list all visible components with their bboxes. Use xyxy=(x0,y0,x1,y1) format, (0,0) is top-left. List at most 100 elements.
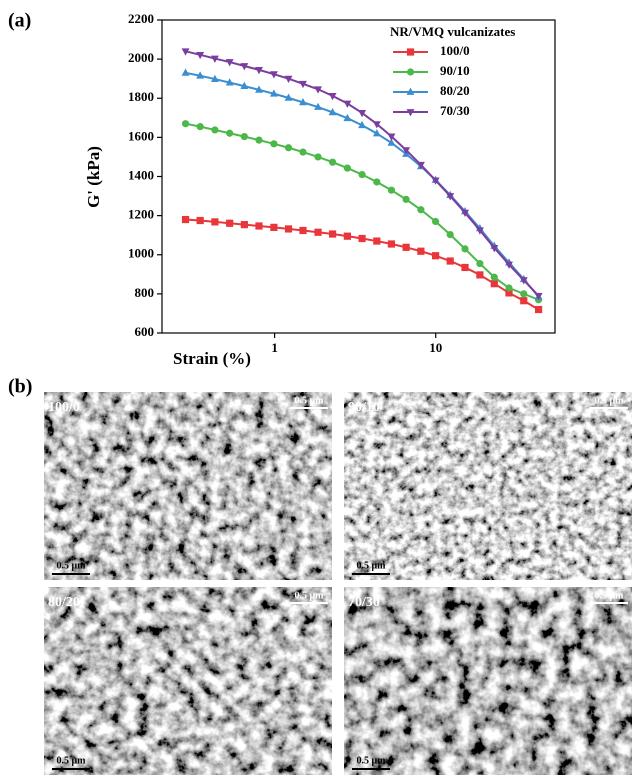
x-tick-label: 1 xyxy=(271,340,278,355)
marker xyxy=(270,140,278,148)
marker xyxy=(431,177,440,185)
marker xyxy=(226,219,234,227)
marker xyxy=(519,277,528,285)
marker xyxy=(255,136,263,144)
tem-image xyxy=(44,587,332,775)
scale-label: 0.5 μm xyxy=(57,755,87,766)
marker xyxy=(328,230,337,238)
marker xyxy=(299,148,307,156)
marker xyxy=(490,280,498,288)
marker xyxy=(475,227,484,235)
marker xyxy=(520,297,528,305)
tem-image xyxy=(44,392,332,580)
marker xyxy=(402,195,410,203)
marker xyxy=(417,206,425,214)
series-line xyxy=(185,218,540,311)
image-label: 80/20 xyxy=(48,595,80,610)
marker xyxy=(314,102,322,110)
y-tick-label: 600 xyxy=(135,324,155,339)
marker xyxy=(226,129,234,137)
tem-image xyxy=(344,392,632,580)
marker xyxy=(181,215,190,224)
marker xyxy=(255,222,263,230)
marker xyxy=(343,100,352,108)
y-tick-label: 1800 xyxy=(128,89,154,104)
marker xyxy=(196,216,204,225)
marker xyxy=(406,68,415,76)
marker xyxy=(299,226,307,235)
marker xyxy=(358,110,367,118)
marker xyxy=(284,75,293,84)
marker xyxy=(387,240,396,248)
y-tick-label: 1200 xyxy=(128,207,154,222)
y-tick-label: 800 xyxy=(135,285,155,300)
marker xyxy=(431,217,440,226)
marker xyxy=(240,221,248,229)
scale-label: 0.5 μm xyxy=(57,560,87,571)
marker xyxy=(358,170,366,179)
y-tick-label: 1600 xyxy=(128,128,154,143)
marker xyxy=(211,218,219,226)
marker xyxy=(328,158,337,166)
y-tick-label: 2000 xyxy=(128,50,154,65)
marker xyxy=(476,259,484,268)
marker xyxy=(387,133,396,141)
marker xyxy=(211,126,219,134)
marker xyxy=(269,71,278,79)
marker xyxy=(225,78,234,86)
marker xyxy=(417,247,425,255)
marker xyxy=(387,138,396,146)
y-axis-label: G' (kPa) xyxy=(84,146,103,208)
tem-image xyxy=(344,587,632,775)
x-tick-label: 10 xyxy=(429,340,442,355)
legend-label: 70/30 xyxy=(440,103,470,118)
marker xyxy=(446,257,454,265)
marker xyxy=(373,178,381,186)
legend-title: NR/VMQ vulcanizates xyxy=(390,24,515,39)
marker xyxy=(476,271,484,279)
marker xyxy=(196,51,205,60)
marker xyxy=(343,113,352,122)
image-label: 70/30 xyxy=(348,595,380,610)
legend-label: 90/10 xyxy=(440,63,470,78)
marker xyxy=(520,290,528,298)
marker xyxy=(406,109,415,117)
marker xyxy=(402,243,410,251)
marker xyxy=(196,123,204,131)
marker xyxy=(225,59,234,67)
scale-label: 0.5 μm xyxy=(295,395,325,406)
marker xyxy=(255,85,263,93)
scale-label: 0.5 μm xyxy=(295,590,325,601)
marker xyxy=(505,261,513,269)
marker xyxy=(240,132,248,141)
y-tick-label: 1400 xyxy=(128,167,154,182)
marker xyxy=(446,231,454,239)
marker xyxy=(461,263,469,272)
panel-label: (a) xyxy=(8,10,31,32)
marker xyxy=(210,55,219,63)
scale-label: 0.5 μm xyxy=(357,755,387,766)
y-tick-label: 2200 xyxy=(128,11,154,26)
marker xyxy=(284,225,293,233)
image-label: 90/10 xyxy=(348,400,380,415)
marker xyxy=(402,147,411,155)
marker xyxy=(255,67,263,75)
marker xyxy=(299,98,307,106)
marker xyxy=(328,93,337,101)
scale-label: 0.5 μm xyxy=(357,560,387,571)
marker xyxy=(314,153,322,161)
marker xyxy=(490,245,499,253)
marker xyxy=(240,63,249,71)
marker xyxy=(314,86,322,94)
marker xyxy=(181,120,190,128)
marker xyxy=(534,305,543,314)
marker xyxy=(358,234,366,243)
series-line xyxy=(185,122,539,301)
marker xyxy=(373,237,381,245)
legend-label: 100/0 xyxy=(440,43,470,58)
y-tick-label: 1000 xyxy=(128,246,154,261)
x-axis-label: Strain (%) xyxy=(173,349,251,368)
legend-label: 80/20 xyxy=(440,83,470,98)
marker xyxy=(181,68,190,76)
